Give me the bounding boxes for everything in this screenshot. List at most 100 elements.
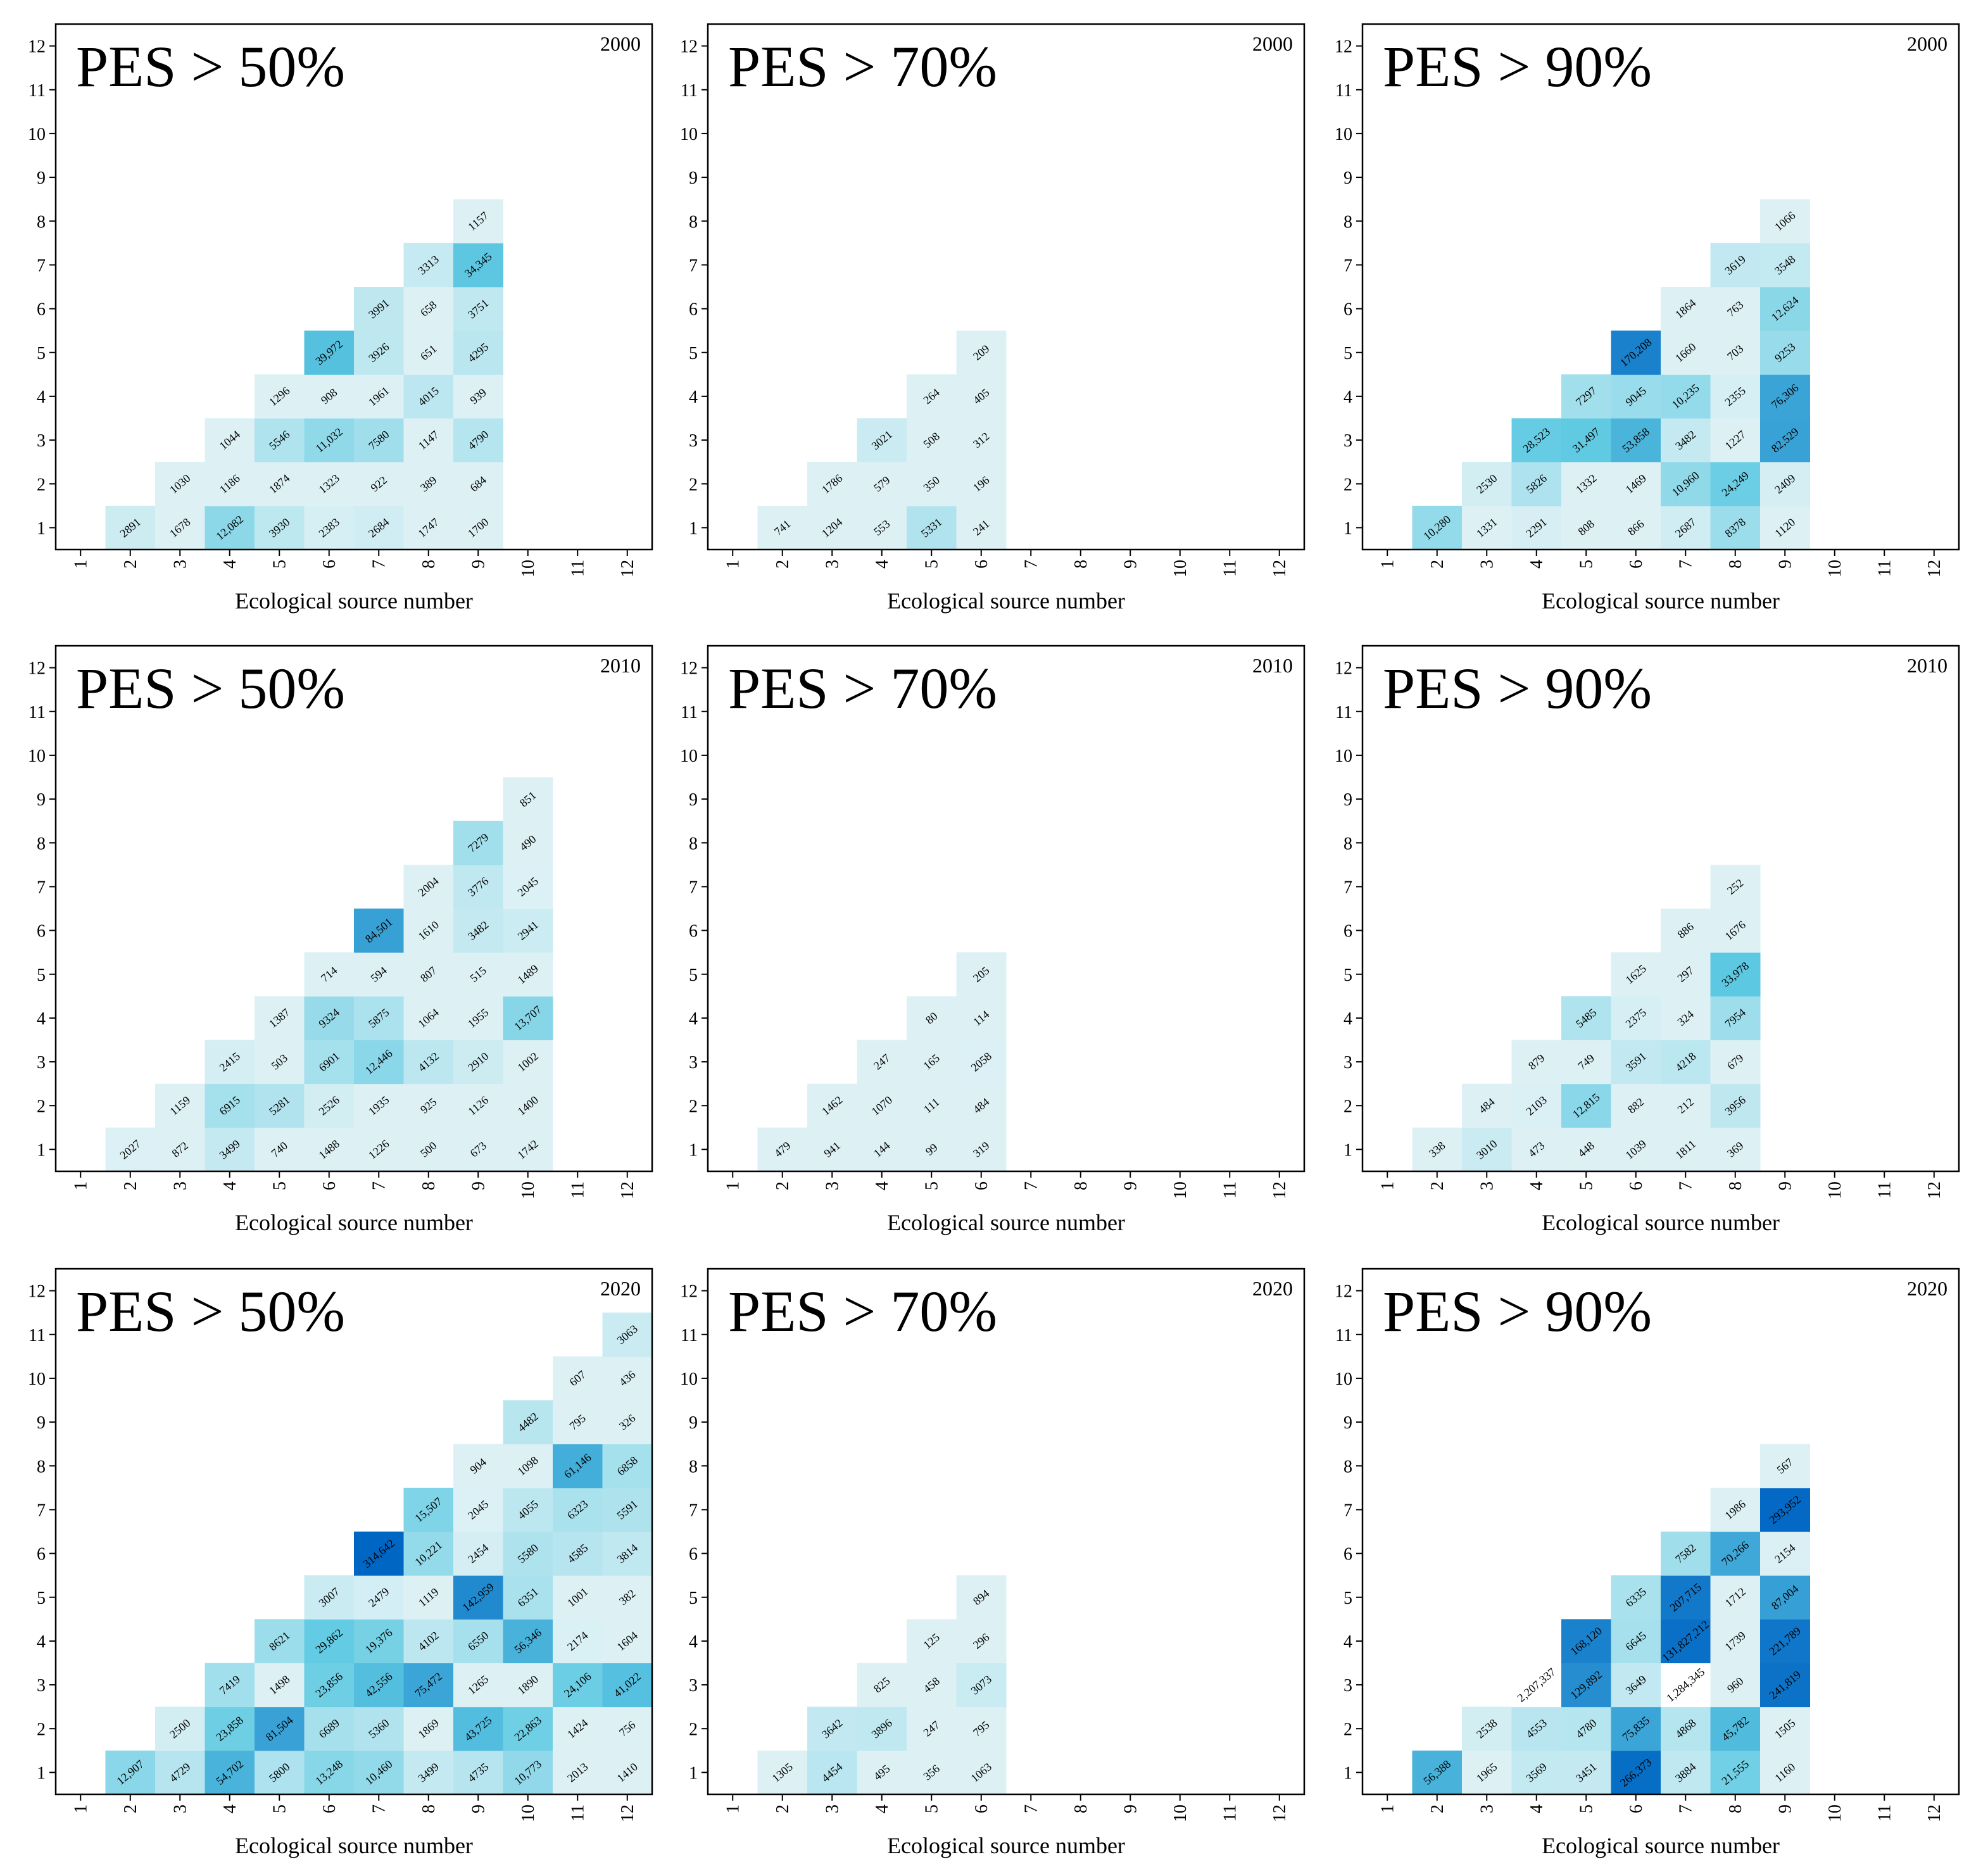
heatmap-cell — [1710, 242, 1761, 287]
x-tick-label: 9 — [1121, 560, 1140, 569]
heatmap-cell — [1710, 864, 1761, 909]
plot-frame — [54, 1268, 653, 1796]
heatmap-cell — [1710, 909, 1761, 953]
heatmap-cell — [1661, 1040, 1711, 1085]
heatmap-cell — [1760, 462, 1810, 507]
y-tick-label: 1 — [689, 519, 698, 538]
y-tick-label: 3 — [1344, 1676, 1352, 1696]
heatmap-cell — [807, 1706, 857, 1751]
heatmap-cell — [907, 1706, 957, 1751]
heatmap-cell — [255, 1706, 305, 1751]
y-tick-label: 5 — [37, 1589, 46, 1608]
heatmap-cell — [1661, 952, 1711, 997]
y-tick-label: 11 — [28, 1326, 46, 1345]
heatmap-cell — [1760, 242, 1810, 287]
heatmap-panel: 741 1204178655357930215331350508264241196… — [680, 23, 1306, 614]
heatmap-cell — [907, 1750, 957, 1795]
x-tick-label: 10 — [1171, 560, 1190, 577]
heatmap-cell — [807, 1083, 857, 1128]
heatmap-cell — [907, 1127, 957, 1172]
heatmap-cell — [956, 418, 1007, 463]
x-tick-label: 5 — [1576, 1181, 1596, 1190]
x-tick-label: 9 — [1121, 1804, 1140, 1813]
x-tick-label: 1 — [723, 1804, 743, 1813]
plot-frame — [1361, 1268, 1960, 1796]
x-tick-label: 2 — [121, 1804, 141, 1813]
x-tick-label: 7 — [369, 1804, 389, 1813]
y-tick-label: 8 — [689, 212, 698, 232]
x-tick-label: 11 — [1220, 560, 1240, 577]
heatmap-cell — [403, 1487, 454, 1532]
heatmap-panel: 2891 1678103012,0821186104439301874554612… — [28, 23, 653, 614]
heatmap-cell — [354, 418, 404, 463]
x-tick-label: 11 — [1875, 560, 1894, 577]
heatmap-cell — [255, 374, 305, 419]
heatmap-cell — [1661, 1750, 1711, 1795]
heatmap-cell — [453, 242, 503, 287]
heatmap-cell — [205, 1083, 255, 1128]
heatmap-cell — [403, 1663, 454, 1708]
x-tick-label: 2 — [121, 1181, 141, 1190]
heatmap-cell — [155, 462, 205, 507]
y-tick-label: 8 — [37, 212, 46, 232]
panel-title: PES > 50% — [76, 1279, 345, 1344]
x-tick-label: 9 — [1121, 1181, 1140, 1190]
y-tick-label: 8 — [1344, 834, 1352, 853]
x-tick-label: 3 — [1477, 1804, 1497, 1813]
x-tick-label: 8 — [419, 1181, 439, 1190]
x-tick-label: 12 — [1270, 1804, 1290, 1822]
heatmap-cell — [1760, 1663, 1810, 1708]
x-tick-label: 12 — [1925, 560, 1944, 577]
x-tick-label: 8 — [1726, 1181, 1746, 1190]
heatmap-cell — [453, 1444, 503, 1489]
x-tick-label: 7 — [369, 560, 389, 569]
heatmap-cell — [956, 1575, 1007, 1620]
heatmap-cell — [1710, 1663, 1761, 1708]
heatmap-cell — [907, 505, 957, 550]
heatmap-cell — [304, 331, 355, 375]
heatmap-cell — [503, 1663, 553, 1708]
y-tick-label: 6 — [37, 922, 46, 941]
panel-title: PES > 50% — [76, 656, 345, 721]
y-tick-label: 8 — [689, 1457, 698, 1476]
x-tick-label: 3 — [170, 1804, 190, 1813]
heatmap-cell — [503, 1487, 553, 1532]
y-tick-label: 3 — [689, 1676, 698, 1696]
heatmap-cell — [956, 1083, 1007, 1128]
heatmap-panel: 338 3010484473210387944812,81574954851039… — [1335, 645, 1960, 1235]
y-tick-label: 4 — [37, 387, 46, 407]
x-tick-label: 4 — [872, 560, 892, 569]
x-tick-label: 10 — [519, 1181, 538, 1199]
x-tick-label: 6 — [320, 1181, 339, 1190]
y-tick-label: 6 — [689, 300, 698, 320]
x-tick-label: 12 — [1270, 1181, 1290, 1199]
x-tick-label: 2 — [1428, 560, 1447, 569]
y-tick-label: 12 — [680, 659, 698, 679]
heatmap-cell — [857, 1127, 907, 1172]
plot-frame — [54, 645, 653, 1173]
y-tick-label: 7 — [1344, 256, 1352, 275]
heatmap-cell — [1561, 1127, 1611, 1172]
heatmap-cell — [503, 1706, 553, 1751]
x-tick-label: 2 — [773, 560, 793, 569]
heatmap-panel: 1305 445436424953896825356247458125106379… — [680, 1268, 1306, 1858]
heatmap-cell — [453, 199, 503, 244]
x-tick-label: 10 — [1825, 1181, 1845, 1199]
heatmap-cell — [907, 1040, 957, 1085]
heatmap-cell — [503, 864, 553, 909]
x-tick-label: 8 — [1071, 1804, 1091, 1813]
heatmap-cell — [403, 952, 454, 997]
x-axis-label: Ecological source number — [887, 588, 1125, 614]
x-tick-label: 2 — [773, 1181, 793, 1190]
x-tick-label: 11 — [568, 1181, 588, 1199]
heatmap-cell — [1760, 374, 1810, 419]
heatmap-cell — [453, 1619, 503, 1663]
x-tick-label: 4 — [220, 1804, 240, 1813]
y-tick-label: 12 — [1335, 659, 1352, 679]
x-tick-label: 10 — [519, 560, 538, 577]
x-tick-label: 2 — [1428, 1181, 1447, 1190]
y-tick-label: 4 — [1344, 387, 1352, 407]
heatmap-cell — [1710, 1706, 1761, 1751]
heatmap-cell — [553, 1400, 603, 1445]
x-tick-label: 3 — [170, 560, 190, 569]
